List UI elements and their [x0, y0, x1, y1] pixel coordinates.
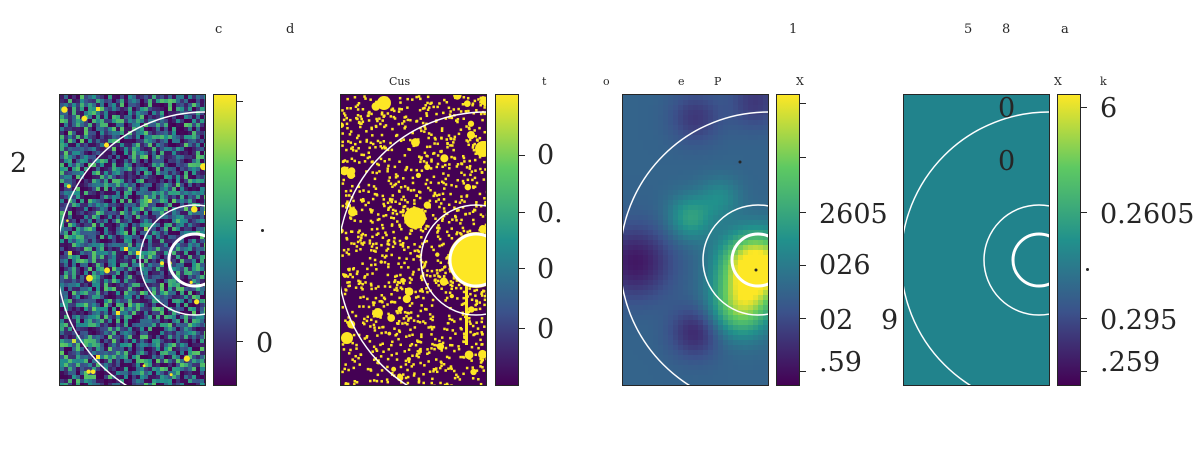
cbar2-label: 0: [537, 140, 555, 171]
cbar4-tick: [1081, 371, 1087, 373]
top-label-1: 1: [789, 22, 798, 37]
contour-circles: [60, 111, 205, 385]
cbar2-label: 0: [537, 254, 555, 285]
top-label-5: 5: [964, 22, 973, 37]
marker-dot: [754, 268, 758, 272]
colorbar-1: [213, 94, 237, 386]
colorbar-4: [1057, 94, 1081, 386]
top-label-8: 8: [1002, 22, 1011, 37]
cbar2-label: 0: [537, 314, 555, 345]
cbar1-tick: [237, 281, 243, 283]
marker-dot: [738, 160, 742, 164]
cbar1-tick: [237, 160, 243, 162]
cbar4-tick: [1081, 107, 1087, 109]
panel-title-o: o: [603, 75, 610, 88]
panel-title-x1: X: [796, 75, 804, 88]
cbar3-label: 02: [819, 305, 854, 336]
cbar2-tick: [519, 328, 525, 330]
panel-1-heatmap: [59, 94, 206, 386]
heatmap-cells: [60, 95, 205, 385]
panel-4-heatmap: [903, 94, 1050, 386]
heatmap-cells: [341, 95, 486, 385]
cbar1-label: 0: [256, 328, 274, 359]
cbar3-tick: [800, 103, 806, 105]
cbar4-tick: [1081, 318, 1087, 320]
row-label: 2: [10, 148, 28, 179]
cbar3-tick: [800, 157, 806, 159]
contour-circles: [341, 111, 486, 385]
cbar3-tick: [800, 318, 806, 320]
colorbar-3: [776, 94, 800, 386]
stray-dot: [261, 229, 264, 232]
cbar1-tick: [237, 341, 243, 343]
panel-title-k: k: [1100, 75, 1107, 88]
cbar3-label: .59: [819, 347, 862, 378]
cbar3-tick: [800, 265, 806, 267]
top-label-d: d: [286, 22, 295, 37]
heatmap-cells: [904, 95, 1049, 385]
stray-dot: [1086, 268, 1089, 271]
panel4-overlay-label: 0: [998, 146, 1016, 177]
panel-title-x2: X: [1054, 75, 1062, 88]
stray-label-9: 9: [881, 305, 899, 336]
top-label-c: c: [215, 22, 223, 37]
panel-title-t: t: [542, 75, 547, 88]
cbar4-label: .259: [1100, 347, 1161, 378]
cbar3-label: 2605: [819, 199, 888, 230]
panel-title-cus: Cus: [389, 75, 411, 88]
panel-3-heatmap: [622, 94, 769, 386]
cbar4-label: 0.295: [1100, 305, 1178, 336]
cbar2-tick: [519, 268, 525, 270]
contour-circles: [904, 111, 1049, 385]
cbar3-tick: [800, 212, 806, 214]
cbar1-tick: [237, 101, 243, 103]
cbar4-label: 6: [1100, 93, 1118, 124]
cbar3-label: 026: [819, 250, 871, 281]
cbar4-tick: [1081, 212, 1087, 214]
cbar2-label: 0.: [537, 198, 563, 229]
contour-circles: [623, 111, 768, 385]
panel4-overlay-label: 0: [998, 93, 1016, 124]
cbar2-tick: [519, 155, 525, 157]
panel-title-p: P: [714, 75, 722, 88]
cbar1-tick: [237, 220, 243, 222]
cbar4-label: 0.2605: [1100, 199, 1195, 230]
top-label-a: a: [1061, 22, 1069, 37]
colorbar-2: [495, 94, 519, 386]
cbar2-tick: [519, 212, 525, 214]
panel-title-e: e: [678, 75, 685, 88]
cbar3-tick: [800, 371, 806, 373]
panel-2-heatmap: [340, 94, 487, 386]
